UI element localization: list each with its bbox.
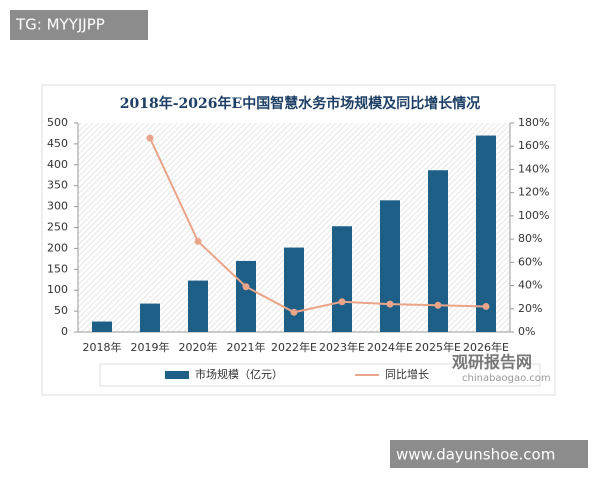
y-tick-label: 250: [47, 221, 68, 234]
x-tick-label: 2020年: [179, 340, 218, 354]
bar: [188, 280, 208, 332]
x-tick-label: 2023年E: [319, 340, 365, 354]
legend-swatch: [165, 371, 189, 379]
logo: 观研报告网: [452, 353, 532, 372]
bar: [92, 321, 112, 332]
y2-tick-label: 40%: [518, 279, 542, 292]
x-tick-label: 2018年: [83, 340, 122, 354]
y-tick-label: 50: [54, 304, 68, 317]
y-tick-label: 450: [47, 137, 68, 150]
y-tick-label: 150: [47, 262, 68, 275]
watermark-box: [390, 440, 588, 468]
line-point: [482, 302, 490, 310]
y2-tick-label: 80%: [518, 232, 542, 245]
y-tick-label: 400: [47, 158, 68, 171]
logo-url: chinabaogao.com: [462, 373, 551, 384]
bar: [140, 303, 160, 332]
legend-box: [99, 363, 541, 387]
y-tick-label: 300: [47, 200, 68, 213]
bar: [476, 135, 496, 332]
bar: [380, 200, 400, 332]
bar: [428, 170, 448, 332]
y2-tick-label: 160%: [518, 139, 549, 152]
bar: [332, 226, 352, 332]
x-tick-label: 2021年: [227, 340, 266, 354]
line-point: [194, 237, 202, 245]
y2-tick-label: 140%: [518, 162, 549, 175]
line-point: [290, 308, 298, 316]
line-point: [242, 283, 250, 291]
x-tick-label: 2026年E: [463, 340, 509, 354]
x-tick-label: 2024年E: [367, 340, 413, 354]
line: [149, 137, 487, 314]
y-tick-label: 350: [47, 179, 68, 192]
chart-title: 2018年-2026年E中国智慧水务市场规模及同比增长情况: [120, 95, 480, 112]
y-tick-label: 200: [47, 241, 68, 254]
y2-tick-label: 180%: [518, 116, 549, 129]
x-tick-label: 2025年E: [415, 340, 461, 354]
line-point: [386, 300, 394, 308]
y-tick-label: 100: [47, 283, 68, 296]
y2-tick-label: 120%: [518, 186, 549, 199]
line-point: [338, 298, 346, 306]
y-tick-label: 500: [47, 116, 68, 129]
y2-tick-label: 20%: [518, 302, 542, 315]
y2-tick-label: 100%: [518, 209, 549, 222]
x-tick-label: 2019年: [131, 340, 170, 354]
watermark: www.dayunshoe.com: [396, 446, 555, 464]
watermark-box: [10, 10, 148, 40]
legend-label: 市场规模（亿元）: [195, 367, 283, 381]
x-tick-label: 2022年E: [271, 340, 317, 354]
watermark: TG: MYYJJPP: [15, 16, 105, 34]
bar: [236, 260, 256, 332]
line-point: [434, 301, 442, 309]
y2-tick-label: 0%: [518, 325, 535, 338]
line-point: [146, 134, 154, 142]
bar: [284, 247, 304, 332]
y-tick-label: 0: [61, 325, 68, 338]
legend-label: 同比增长: [385, 367, 429, 381]
y2-tick-label: 60%: [518, 255, 542, 268]
